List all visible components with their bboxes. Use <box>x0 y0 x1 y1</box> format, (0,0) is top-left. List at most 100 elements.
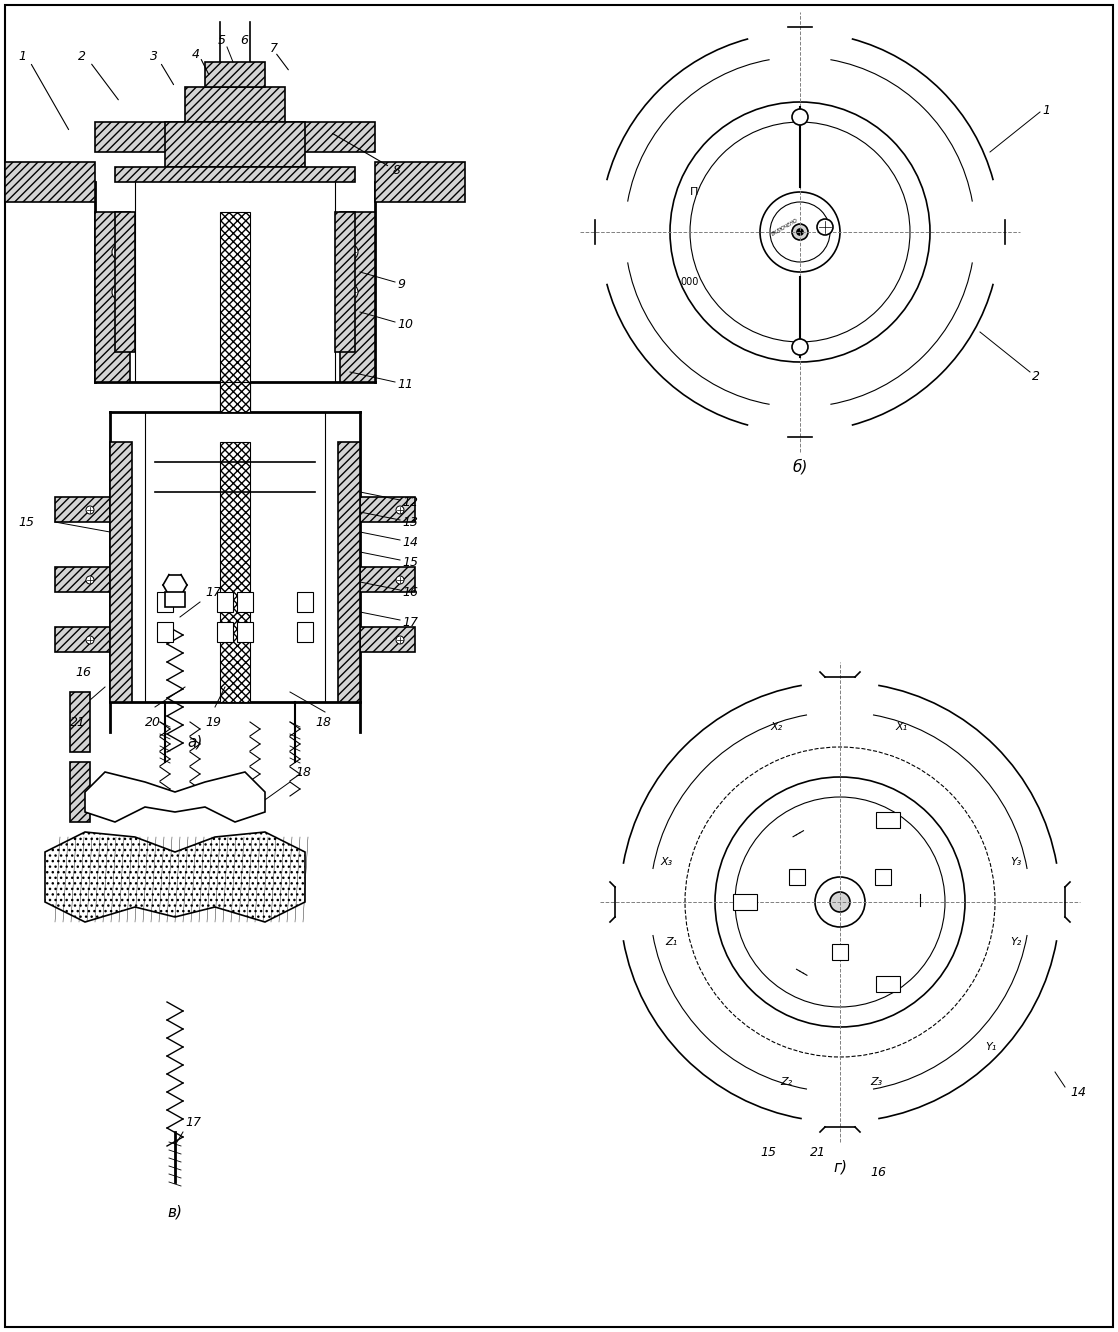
Text: 16: 16 <box>870 1166 885 1179</box>
Bar <box>95 123 375 152</box>
Text: 17: 17 <box>184 1115 201 1128</box>
Circle shape <box>86 506 94 514</box>
Text: 16: 16 <box>402 586 418 598</box>
Circle shape <box>797 229 803 234</box>
Text: 14: 14 <box>1070 1086 1086 1099</box>
Bar <box>184 87 285 123</box>
Circle shape <box>86 575 94 583</box>
Bar <box>375 163 465 202</box>
Bar <box>115 166 356 182</box>
Bar <box>217 591 233 611</box>
Text: 12: 12 <box>402 496 418 509</box>
Text: 17: 17 <box>205 586 221 598</box>
Circle shape <box>112 284 127 300</box>
Bar <box>875 976 900 992</box>
Text: 2: 2 <box>1032 370 1040 384</box>
Text: 6: 6 <box>240 33 248 47</box>
Bar <box>297 591 313 611</box>
Bar <box>220 382 250 412</box>
Text: 16: 16 <box>75 666 91 678</box>
Bar <box>55 497 110 522</box>
Bar <box>237 591 253 611</box>
Bar <box>340 212 375 382</box>
Bar <box>875 811 900 827</box>
Bar <box>55 567 110 591</box>
Bar <box>875 868 891 884</box>
Circle shape <box>342 244 358 260</box>
Text: X₁: X₁ <box>896 722 907 733</box>
Bar <box>237 622 253 642</box>
Circle shape <box>716 777 965 1027</box>
Circle shape <box>836 948 844 956</box>
Bar <box>220 212 250 382</box>
Bar <box>70 693 91 753</box>
Text: 11: 11 <box>397 377 413 390</box>
Circle shape <box>830 892 850 912</box>
Bar <box>165 591 184 607</box>
Bar <box>360 567 415 591</box>
Circle shape <box>792 224 808 240</box>
Circle shape <box>792 109 808 125</box>
Text: 18: 18 <box>315 715 331 729</box>
Circle shape <box>396 635 404 643</box>
Text: 5: 5 <box>218 33 226 47</box>
Text: Z₂: Z₂ <box>780 1078 793 1087</box>
Bar <box>360 627 415 651</box>
Bar <box>788 868 805 884</box>
Polygon shape <box>45 832 305 922</box>
Text: 17: 17 <box>402 615 418 629</box>
Bar <box>110 442 132 702</box>
Bar <box>55 627 110 651</box>
Text: Y₃: Y₃ <box>1010 856 1021 867</box>
Text: 8: 8 <box>394 164 401 177</box>
Circle shape <box>770 202 830 262</box>
Circle shape <box>879 872 888 880</box>
Text: 2: 2 <box>78 51 86 64</box>
Bar <box>95 212 130 382</box>
Text: 15: 15 <box>760 1146 776 1159</box>
Circle shape <box>882 979 892 990</box>
Text: П: П <box>690 186 699 197</box>
Text: 19: 19 <box>205 715 221 729</box>
Bar <box>832 944 847 960</box>
Bar <box>115 212 135 352</box>
Circle shape <box>690 123 910 342</box>
Circle shape <box>793 872 800 880</box>
Text: б): б) <box>793 460 807 474</box>
Bar <box>297 622 313 642</box>
Circle shape <box>86 635 94 643</box>
Bar <box>360 497 415 522</box>
Text: X₃: X₃ <box>660 856 672 867</box>
Circle shape <box>112 244 127 260</box>
Text: в): в) <box>168 1204 182 1220</box>
Bar <box>205 63 265 87</box>
Text: 1: 1 <box>1042 104 1050 116</box>
Text: 21: 21 <box>811 1146 826 1159</box>
Circle shape <box>760 192 840 272</box>
Circle shape <box>396 506 404 514</box>
Text: Z₃: Z₃ <box>870 1078 882 1087</box>
Circle shape <box>735 797 945 1007</box>
Text: 15: 15 <box>402 555 418 569</box>
Text: 15: 15 <box>18 515 34 529</box>
Bar <box>733 894 757 910</box>
Text: ВКЛЮЧЕНО: ВКЛЮЧЕНО <box>771 217 799 237</box>
Text: 9: 9 <box>397 277 405 290</box>
Bar <box>157 591 173 611</box>
Text: 4: 4 <box>192 48 200 60</box>
Bar <box>4 163 95 202</box>
Text: 21: 21 <box>70 715 86 729</box>
Text: 20: 20 <box>145 715 161 729</box>
Text: 1: 1 <box>18 51 26 64</box>
Bar <box>217 622 233 642</box>
Polygon shape <box>85 773 265 822</box>
Circle shape <box>740 896 750 907</box>
Circle shape <box>396 575 404 583</box>
Bar <box>157 622 173 642</box>
Text: 000: 000 <box>680 277 699 286</box>
Circle shape <box>670 103 930 362</box>
Bar <box>70 762 91 822</box>
Circle shape <box>792 340 808 356</box>
Text: 7: 7 <box>271 43 278 56</box>
Text: а): а) <box>188 734 202 750</box>
